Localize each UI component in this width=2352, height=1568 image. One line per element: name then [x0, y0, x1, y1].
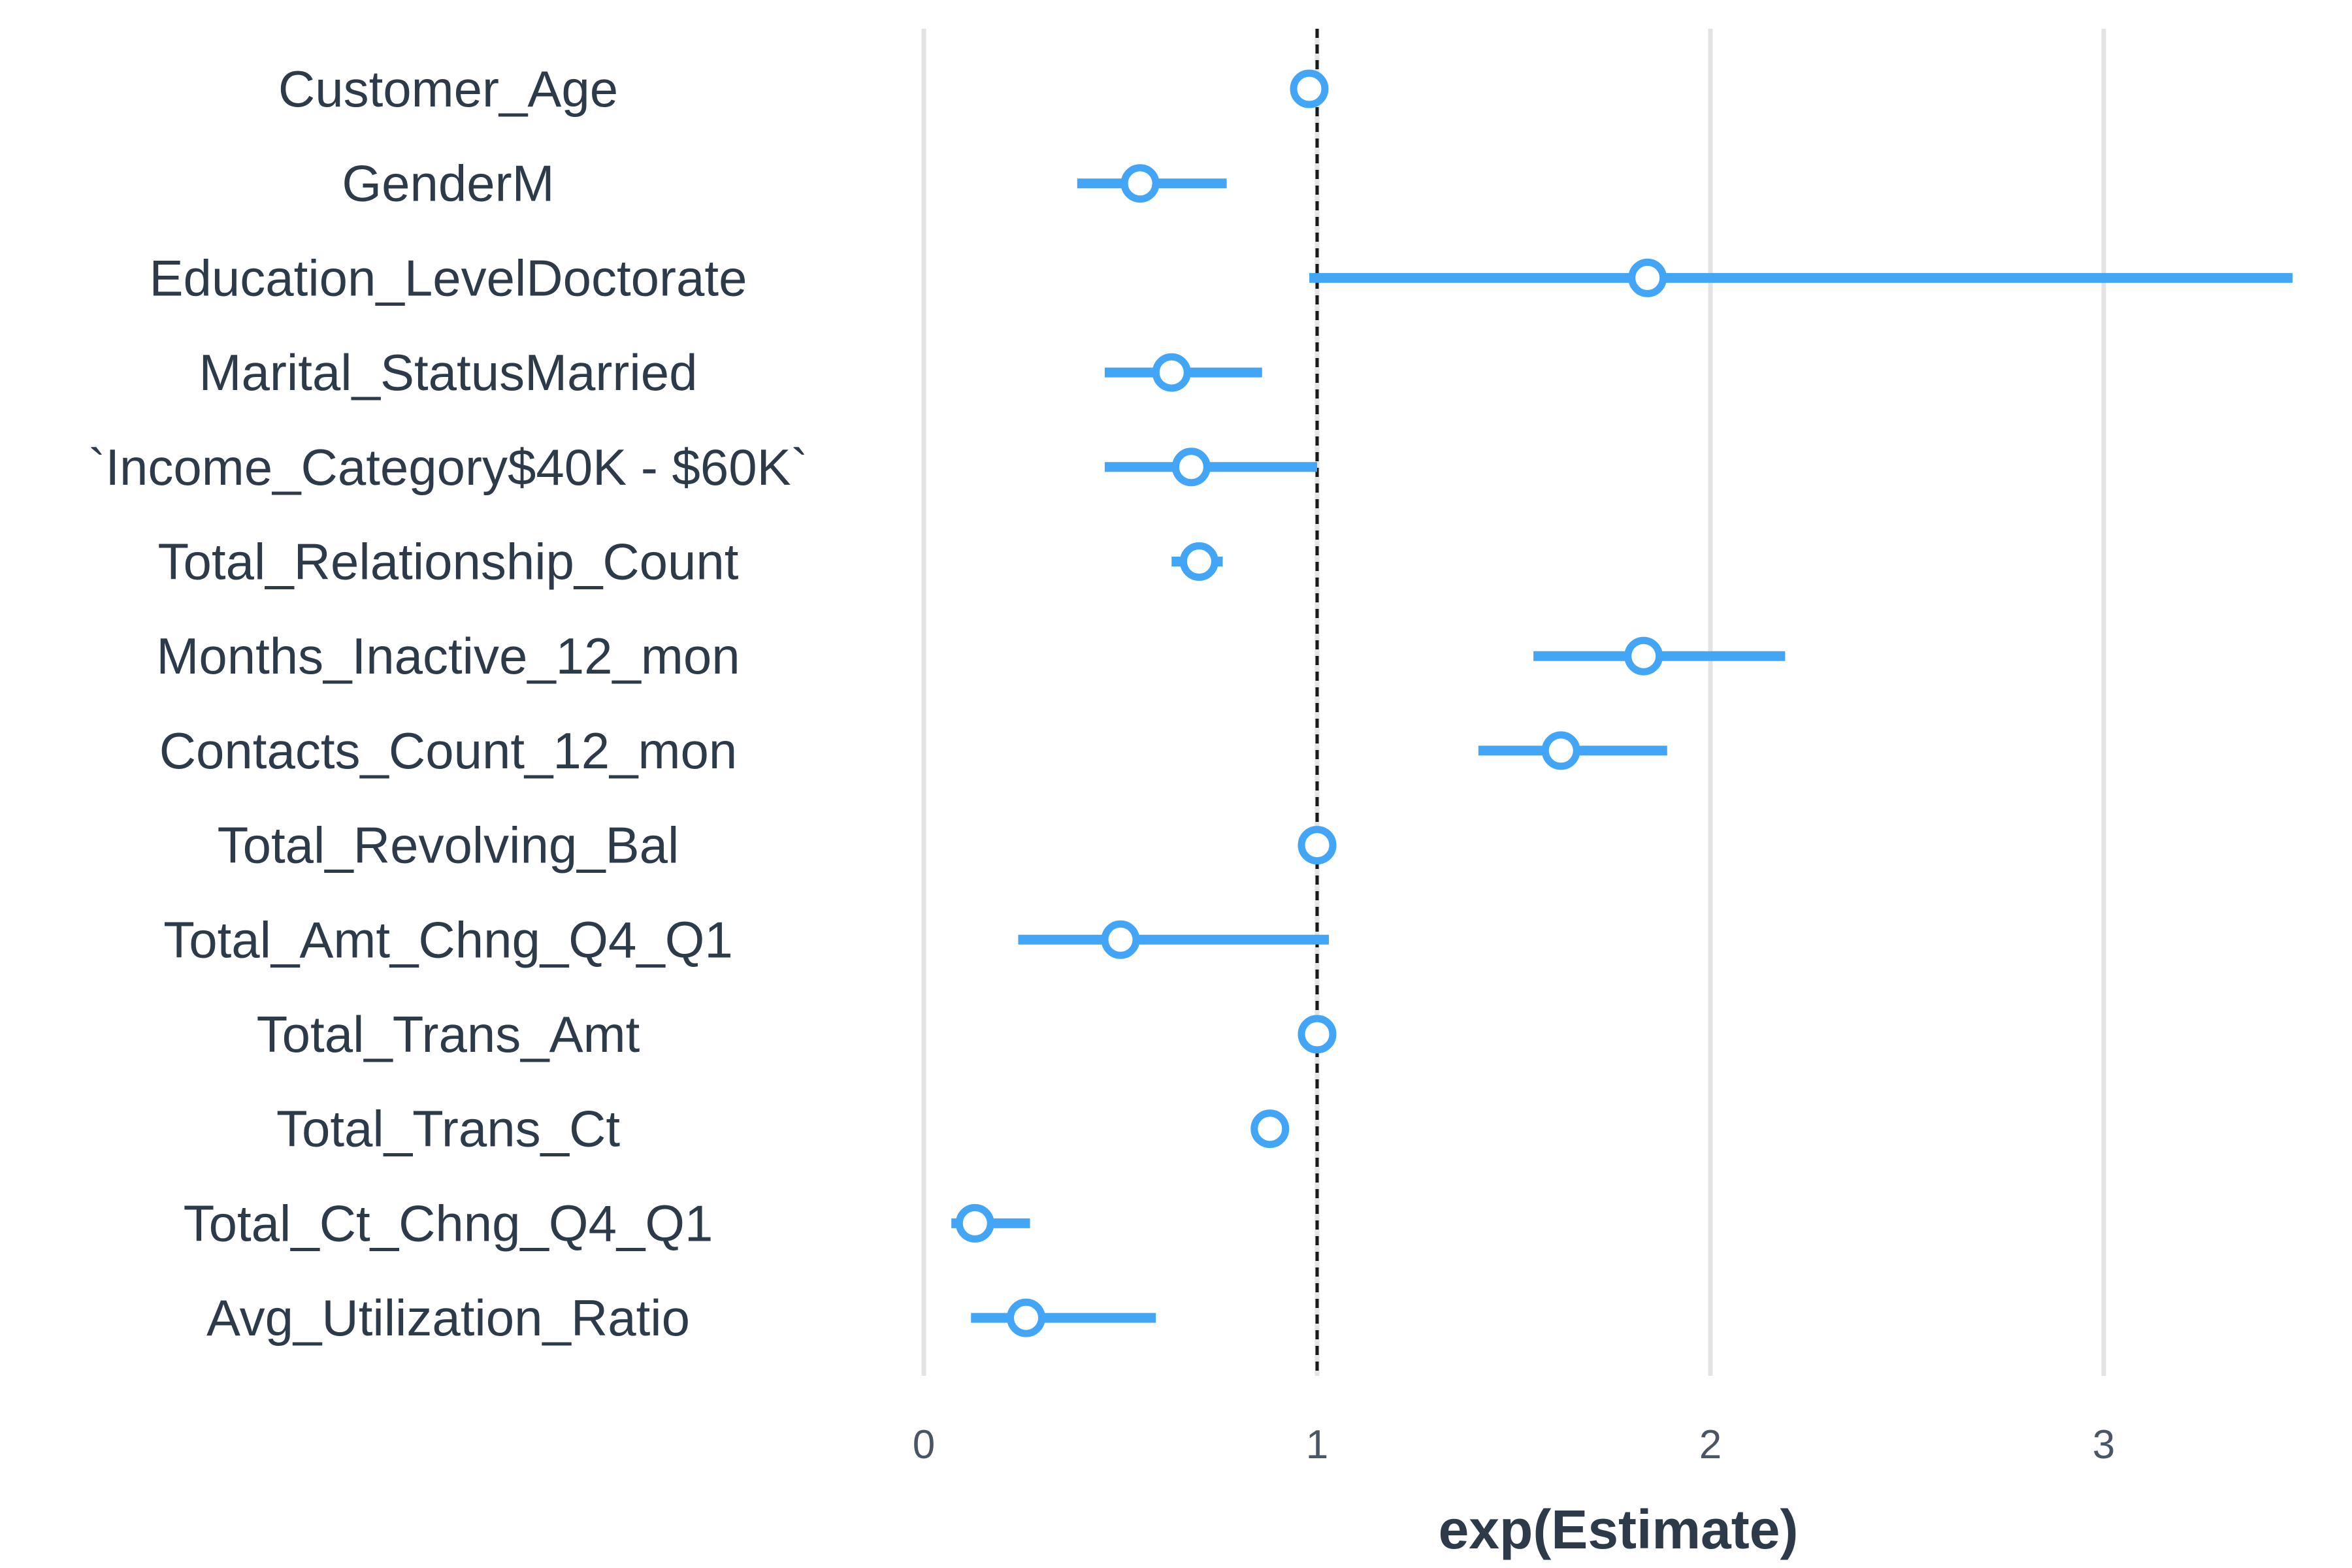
estimate-point	[1290, 69, 1329, 108]
estimate-point	[1298, 1015, 1337, 1054]
term-label: Contacts_Count_12_mon	[159, 722, 738, 779]
estimate-point	[1298, 826, 1337, 865]
term-label: Total_Trans_Ct	[276, 1100, 620, 1158]
x-gridlines	[921, 29, 2106, 1376]
estimate-point	[1624, 636, 1663, 676]
x-tick-label: 3	[2093, 1422, 2115, 1467]
term-label: `Income_Category$40K - $60K`	[88, 438, 808, 496]
estimate-point	[955, 1203, 994, 1243]
term-label: Total_Trans_Amt	[257, 1005, 640, 1063]
x-tick-label: 1	[1306, 1422, 1328, 1467]
estimate-point	[1250, 1109, 1290, 1149]
x-tick-label: 2	[1699, 1422, 1722, 1467]
estimate-point	[1171, 448, 1211, 487]
estimate-point	[1628, 258, 1667, 297]
estimate-point	[1007, 1298, 1046, 1337]
estimate-point	[1179, 542, 1218, 581]
term-label: Total_Amt_Chng_Q4_Q1	[163, 911, 733, 968]
term-label: Education_LevelDoctorate	[150, 249, 747, 306]
estimate-point	[1152, 353, 1191, 392]
term-label: Months_Inactive_12_mon	[156, 627, 740, 685]
x-tick-labels: 0 1 2 3	[913, 1422, 2115, 1467]
x-tick-label: 0	[913, 1422, 935, 1467]
term-label: Customer_Age	[278, 60, 618, 118]
estimate-point	[1541, 731, 1580, 770]
term-labels: Customer_Age GenderM Education_LevelDoctor…	[88, 60, 808, 1347]
confidence-intervals	[951, 84, 2293, 1323]
estimate-point	[1120, 164, 1160, 203]
term-label: GenderM	[342, 155, 554, 212]
x-axis-title: exp(Estimate)	[1439, 1499, 1799, 1560]
term-label: Marital_StatusMarried	[199, 344, 698, 401]
term-label: Total_Relationship_Count	[158, 533, 739, 591]
term-label: Avg_Utilization_Ratio	[206, 1289, 690, 1347]
term-label: Total_Ct_Chng_Q4_Q1	[184, 1194, 713, 1252]
estimate-points	[955, 69, 1667, 1337]
estimate-point	[1101, 920, 1140, 959]
term-label: Total_Revolving_Bal	[218, 817, 679, 874]
